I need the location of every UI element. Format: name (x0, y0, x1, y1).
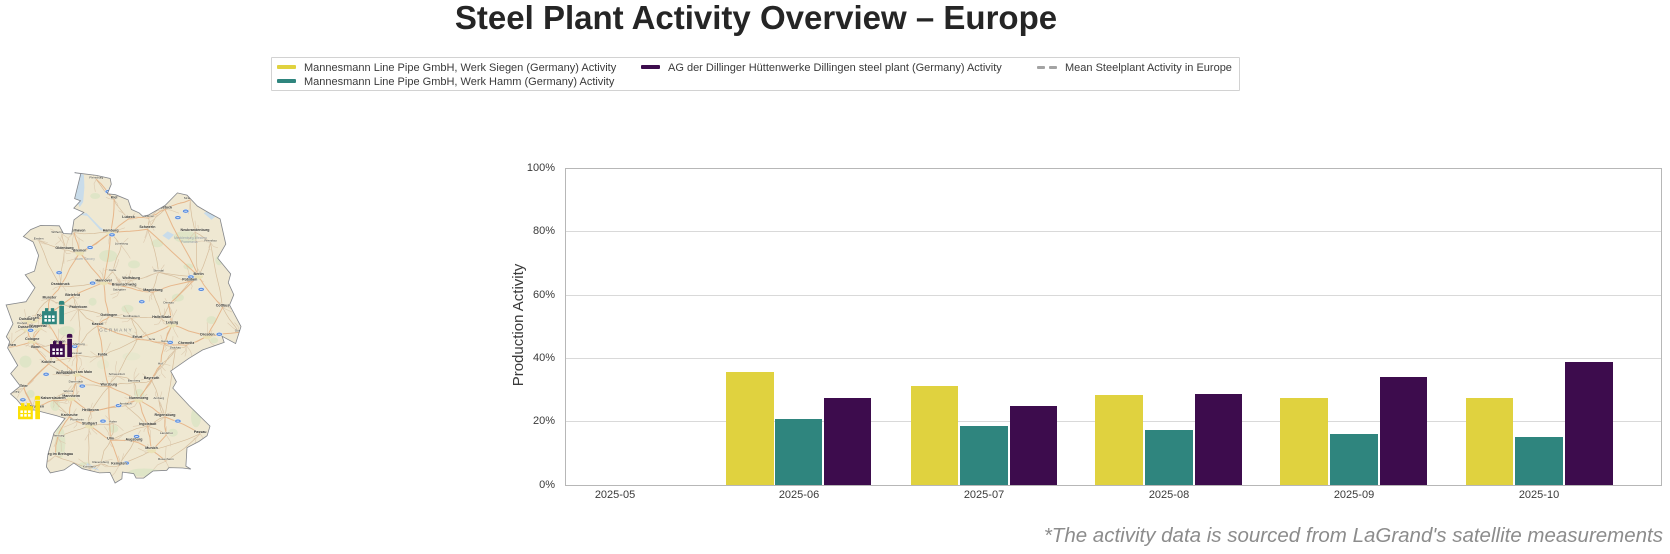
svg-text:Duisburg: Duisburg (19, 317, 35, 321)
svg-text:Hannover: Hannover (96, 278, 113, 282)
svg-text:Koblenz: Koblenz (42, 360, 56, 364)
svg-text:Giessen: Giessen (71, 351, 83, 355)
svg-text:Kaiserslautern: Kaiserslautern (41, 396, 66, 400)
svg-text:Gottingen: Gottingen (100, 313, 117, 317)
svg-text:Lüneburg: Lüneburg (115, 241, 128, 245)
svg-text:Oldenburg: Oldenburg (55, 246, 73, 250)
svg-text:Landshut: Landshut (160, 431, 173, 435)
svg-text:Kassel: Kassel (92, 322, 104, 326)
svg-text:Augsburg: Augsburg (126, 438, 143, 442)
svg-text:Wurzburg: Wurzburg (101, 383, 118, 387)
svg-text:Cologne: Cologne (25, 337, 39, 341)
svg-text:Nordhausen: Nordhausen (123, 314, 140, 318)
svg-text:Regensburg: Regensburg (155, 413, 176, 417)
svg-text:Freiburg im Breisgau: Freiburg im Breisgau (37, 452, 73, 456)
svg-text:Marburg: Marburg (73, 342, 85, 346)
svg-text:Ravensburg: Ravensburg (92, 460, 109, 464)
svg-text:Celle: Celle (109, 268, 116, 272)
svg-text:Mannheim: Mannheim (62, 394, 80, 398)
svg-text:Amberg: Amberg (153, 396, 164, 400)
svg-text:Frankfurt am Main: Frankfurt am Main (61, 370, 92, 374)
svg-text:Passau: Passau (194, 430, 207, 434)
svg-text:Paderborn: Paderborn (69, 305, 87, 309)
svg-text:Pforzheim: Pforzheim (70, 418, 84, 422)
svg-text:Neubrandenburg: Neubrandenburg (181, 228, 210, 232)
svg-text:Aalen: Aalen (109, 419, 117, 423)
svg-text:Stendal: Stendal (153, 268, 164, 272)
svg-text:Nuremberg: Nuremberg (129, 396, 148, 400)
svg-text:Essen: Essen (28, 316, 39, 320)
svg-text:Bremen: Bremen (73, 249, 86, 253)
svg-text:Pomerania: Pomerania (181, 240, 198, 244)
svg-text:Dusseldorf: Dusseldorf (18, 325, 38, 329)
svg-text:Bayreuth: Bayreuth (144, 376, 160, 380)
svg-text:Gera: Gera (161, 339, 168, 343)
svg-text:Mecklenburg-Western: Mecklenburg-Western (174, 236, 207, 240)
svg-text:Leipzig: Leipzig (166, 321, 178, 325)
svg-text:Bielefeld: Bielefeld (65, 293, 80, 297)
svg-text:Dresden: Dresden (200, 332, 214, 336)
svg-text:Stuttgart: Stuttgart (82, 422, 98, 426)
svg-text:Dessau: Dessau (163, 301, 174, 305)
svg-text:Kiel: Kiel (111, 196, 118, 200)
svg-text:Cottbus: Cottbus (216, 304, 230, 308)
svg-text:Bamberg: Bamberg (128, 379, 141, 383)
svg-text:Zwickau: Zwickau (170, 346, 182, 350)
svg-text:Wismar: Wismar (143, 214, 153, 218)
svg-text:Hof: Hof (158, 362, 163, 366)
svg-text:Saarbrucken: Saarbrucken (22, 404, 44, 408)
svg-text:Ingolstadt: Ingolstadt (139, 422, 157, 426)
svg-text:Jena: Jena (148, 337, 155, 341)
svg-text:Rosenheim: Rosenheim (158, 457, 174, 461)
svg-text:Trier: Trier (20, 384, 28, 388)
svg-text:Offenburg: Offenburg (51, 434, 65, 438)
svg-text:Ansbach: Ansbach (119, 402, 131, 406)
svg-text:Ulm: Ulm (107, 436, 114, 440)
svg-text:Gorlitz: Gorlitz (235, 328, 244, 332)
svg-text:Lower Saxony: Lower Saxony (75, 257, 96, 261)
svg-text:Kempten: Kempten (111, 462, 126, 466)
svg-text:Munster: Munster (43, 295, 58, 299)
svg-text:Luxembourg: Luxembourg (2, 390, 19, 394)
svg-text:Bremerhaven: Bremerhaven (63, 229, 86, 233)
svg-text:Fulda: Fulda (98, 352, 109, 356)
svg-text:Karlsruhe: Karlsruhe (61, 413, 78, 417)
svg-text:Wiesbaden: Wiesbaden (56, 371, 75, 375)
svg-text:Bonn: Bonn (31, 345, 40, 349)
svg-text:Rostock: Rostock (158, 205, 172, 209)
svg-text:Darmstadt: Darmstadt (69, 379, 83, 383)
svg-text:Potsdam: Potsdam (182, 278, 197, 282)
svg-text:Heilbronn: Heilbronn (82, 408, 99, 412)
svg-text:Lubeck: Lubeck (122, 215, 135, 219)
svg-text:Halle/Saale: Halle/Saale (152, 315, 171, 319)
svg-text:Wilhelmshaven: Wilhelmshaven (51, 230, 72, 234)
svg-text:Osnabruck: Osnabruck (51, 282, 70, 286)
svg-text:Magdeburg: Magdeburg (143, 288, 162, 292)
svg-text:Konstanz: Konstanz (83, 464, 96, 468)
svg-text:Schwerin: Schwerin (139, 225, 155, 229)
svg-text:Salzgitter: Salzgitter (113, 287, 126, 291)
svg-text:Wolfsburg: Wolfsburg (122, 276, 140, 280)
svg-text:Munich: Munich (145, 446, 158, 450)
svg-text:Worms: Worms (64, 389, 74, 393)
svg-text:Braunschweig: Braunschweig (112, 283, 137, 287)
svg-text:Prenzlau: Prenzlau (204, 238, 216, 242)
svg-text:Aachen: Aachen (3, 343, 16, 347)
svg-text:GERMANY: GERMANY (99, 328, 133, 334)
svg-text:Krefeld: Krefeld (17, 321, 27, 325)
svg-text:Schweinfurt: Schweinfurt (109, 372, 125, 376)
svg-text:Flensburg: Flensburg (89, 175, 103, 179)
svg-text:Hamburg: Hamburg (103, 229, 119, 233)
svg-text:Wuppertal: Wuppertal (29, 324, 47, 328)
svg-text:Emden: Emden (34, 236, 44, 240)
svg-text:Erfurt: Erfurt (133, 335, 144, 339)
svg-text:Berlin: Berlin (194, 272, 204, 276)
svg-text:Chemnitz: Chemnitz (178, 341, 194, 345)
